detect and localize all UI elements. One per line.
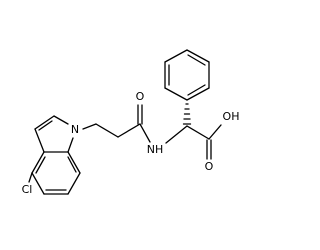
atom-label: NH bbox=[147, 143, 164, 156]
atom-label: Cl bbox=[22, 183, 33, 196]
atom-label: O bbox=[205, 160, 214, 173]
atom-labels: Cl N O NH O OH bbox=[22, 90, 240, 196]
atom-label: O bbox=[136, 90, 145, 103]
atom-label: OH bbox=[223, 110, 240, 123]
bonds bbox=[28, 49, 222, 195]
atom-label: N bbox=[71, 123, 79, 136]
molecule-diagram: Cl N O NH O OH bbox=[22, 49, 240, 196]
